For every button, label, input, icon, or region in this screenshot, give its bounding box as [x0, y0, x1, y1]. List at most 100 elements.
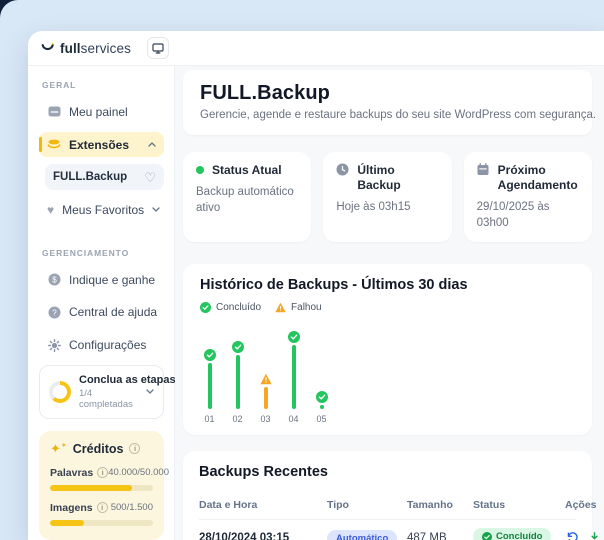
heart-icon: ♥ — [47, 202, 55, 217]
sidebar: GERAL Meu painel Extensões — [28, 66, 176, 540]
imagens-progress-bar — [50, 519, 153, 526]
credit-row-palavras: Palavras i 40.000/50.000 — [50, 467, 169, 491]
col-acoes: Ações — [565, 498, 597, 511]
table-header-row: Data e Hora Tipo Tamanho Status Ações — [199, 490, 597, 521]
legend-concluido: Concluído — [200, 302, 261, 314]
chart-bar-03 — [258, 325, 273, 410]
sidebar-item-meus-favoritos[interactable]: ♥ Meus Favoritos — [39, 197, 164, 223]
warning-triangle-icon — [275, 302, 286, 313]
bar-stick — [319, 405, 324, 410]
steps-subtitle: 1/4 completadas — [79, 387, 133, 410]
stat-card-status-atual: Status Atual Backup automático ativo — [183, 152, 312, 243]
check-circle-icon — [482, 531, 492, 540]
table-row: 28/10/2024 03:15 Automático 487 MB Concl… — [199, 520, 598, 540]
info-icon[interactable]: i — [96, 502, 108, 514]
chevron-up-icon — [148, 142, 156, 147]
display-mode-button[interactable] — [147, 37, 169, 59]
chevron-down-icon — [146, 389, 154, 395]
chart-title: Histórico de Backups - Últimos 30 dias — [200, 277, 468, 294]
sidebar-item-configuracoes[interactable]: Configurações — [39, 332, 164, 358]
chart-x-labels: 01 02 03 04 05 — [200, 414, 575, 424]
download-button[interactable] — [587, 531, 601, 540]
page-header-card: FULL.Backup Gerencie, agende e restaure … — [183, 70, 597, 135]
check-circle-icon — [200, 302, 211, 314]
warning-triangle-icon — [259, 372, 272, 385]
calendar-icon — [477, 163, 490, 176]
restore-icon — [567, 532, 578, 540]
bar-label: 03 — [260, 414, 271, 425]
info-icon[interactable]: i — [97, 467, 109, 479]
backup-chart-bars — [200, 325, 575, 410]
type-badge: Automático — [327, 530, 398, 540]
credits-card: ✦✦ Créditos i Palavras i 40.000/50.000 Im… — [39, 430, 169, 540]
stat-cards-row: Status Atual Backup automático ativo Últ… — [183, 152, 592, 243]
check-circle-icon — [203, 348, 216, 362]
sidebar-item-indique-e-ganhe[interactable]: $ Indique e ganhe — [39, 267, 164, 293]
col-tipo: Tipo — [327, 498, 349, 511]
panel-icon — [47, 105, 61, 119]
stat-value: Backup automático ativo — [196, 186, 294, 215]
table-title: Backups Recentes — [199, 464, 328, 481]
progress-ring — [49, 380, 71, 403]
check-circle-icon — [315, 390, 328, 404]
app-window: fullservices GERAL Meu painel — [28, 31, 604, 540]
status-badge: Concluído — [473, 528, 552, 540]
credit-value: 500/1.500 — [110, 502, 153, 514]
sidebar-section-gerenciamento: GERENCIAMENTO — [42, 247, 130, 258]
sparkle-icon: ✦✦ — [50, 441, 67, 457]
sidebar-section-geral: GERAL — [42, 80, 77, 90]
stat-value: 29/10/2025 às 03h00 — [476, 201, 550, 230]
chart-bar-04 — [286, 325, 301, 410]
clock-icon — [336, 163, 349, 176]
svg-text:$: $ — [52, 276, 57, 285]
brand-logo: fullservices — [41, 41, 131, 56]
bar-label: 02 — [232, 414, 243, 425]
col-status: Status — [473, 498, 506, 511]
credit-value: 40.000/50.000 — [108, 467, 169, 479]
status-dot-icon — [196, 166, 204, 174]
onboarding-steps-card[interactable]: Conclua as etapas 1/4 completadas — [39, 364, 176, 419]
page-subtitle: Gerencie, agende e restaure backups do s… — [200, 109, 597, 121]
chart-bar-05 — [314, 325, 329, 410]
download-icon — [590, 532, 598, 540]
credit-row-imagens: Imagens i 500/1.500 — [50, 502, 153, 526]
steps-title: Conclua as etapas — [79, 373, 176, 386]
stat-value: Hoje às 03h15 — [336, 201, 411, 213]
gear-icon — [47, 338, 61, 352]
layers-icon — [47, 138, 61, 152]
dollar-circle-icon: $ — [47, 273, 61, 287]
sidebar-item-full-backup[interactable]: FULL.Backup ♡ — [45, 164, 164, 191]
smile-logo-icon — [41, 41, 55, 55]
bar-stick — [291, 345, 296, 410]
palavras-progress-bar — [50, 484, 153, 491]
bar-label: 05 — [316, 414, 327, 425]
bar-stick — [235, 355, 240, 410]
col-tamanho: Tamanho — [407, 498, 453, 511]
col-data-e-hora: Data e Hora — [199, 498, 258, 511]
chevron-down-icon — [152, 207, 160, 213]
sidebar-item-central-de-ajuda[interactable]: ? Central de ajuda — [39, 300, 164, 326]
main-content: FULL.Backup Gerencie, agende e restaure … — [175, 66, 604, 540]
sidebar-item-meu-painel[interactable]: Meu painel — [39, 99, 164, 125]
page-title: FULL.Backup — [200, 82, 330, 104]
bar-label: 04 — [288, 414, 299, 425]
bar-label: 01 — [204, 414, 215, 425]
bar-stick — [263, 387, 268, 410]
info-icon[interactable]: i — [129, 443, 141, 455]
check-circle-icon — [287, 330, 300, 344]
restore-button[interactable] — [565, 531, 579, 540]
chart-legend: Concluído Falhou — [200, 302, 575, 314]
favorite-heart-outline-icon[interactable]: ♡ — [144, 169, 156, 185]
sidebar-item-extensoes[interactable]: Extensões — [39, 131, 164, 158]
help-circle-icon: ? — [47, 305, 61, 319]
check-circle-icon — [231, 340, 244, 354]
recent-backups-card: Backups Recentes Data e Hora Tipo Tamanh… — [183, 451, 598, 540]
backups-table: Data e Hora Tipo Tamanho Status Ações 28… — [199, 490, 598, 540]
chart-bar-02 — [230, 325, 245, 410]
top-bar: fullservices — [28, 31, 604, 66]
stat-card-proximo-agendamento: Próximo Agendamento 29/10/2025 às 03h00 — [463, 152, 592, 243]
legend-falhou: Falhou — [275, 302, 322, 313]
svg-text:?: ? — [52, 308, 57, 317]
